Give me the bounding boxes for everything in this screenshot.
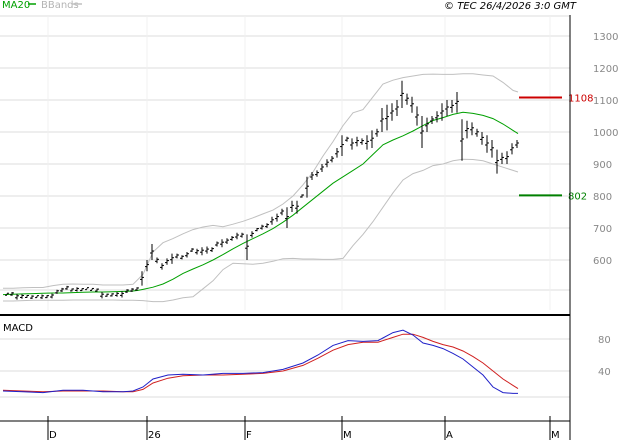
price-y-tick: 1100 — [593, 96, 618, 107]
price-panel: 600 700 800 900 1000 1100 1200 1300 1108 802 — [0, 15, 618, 310]
bbands-lower-line — [3, 158, 519, 303]
bbands-upper-line — [3, 73, 519, 289]
x-tick-label: 26 — [148, 430, 161, 440]
price-y-tick: 800 — [593, 192, 612, 203]
price-y-tick-labels: 600 700 800 900 1000 1100 1200 1300 — [593, 32, 618, 267]
price-y-tick: 900 — [593, 160, 612, 171]
macd-signal-line — [2, 333, 519, 393]
legend-ma20: MA20 — [2, 0, 30, 11]
support-resistance-levels: 1108 802 — [519, 93, 593, 202]
price-y-tick: 1300 — [593, 32, 618, 43]
copyright-text: © TEC 26/4/2026 3:0 GMT — [444, 1, 577, 12]
price-y-tick: 700 — [593, 224, 612, 235]
price-grid — [0, 15, 570, 310]
x-tick-label: A — [446, 430, 453, 440]
macd-label: MACD — [3, 323, 33, 334]
price-y-tick: 600 — [593, 256, 612, 267]
price-y-tick: 1000 — [593, 128, 618, 139]
ma20-line — [2, 111, 519, 296]
macd-y-tick: 80 — [598, 335, 611, 346]
macd-y-tick: 40 — [598, 367, 611, 378]
legend-bbands: BBands — [41, 0, 79, 11]
level-label: 1108 — [568, 93, 593, 104]
x-tick-label: M — [343, 430, 352, 440]
price-bars — [5, 80, 519, 300]
macd-panel: MACD 40 80 — [0, 323, 611, 398]
level-label: 802 — [568, 191, 587, 202]
price-y-tick: 1200 — [593, 64, 618, 75]
x-tick-label: M — [551, 430, 560, 440]
x-axis-labels: D 26 F M A M — [47, 416, 560, 440]
macd-grid — [0, 338, 570, 398]
macd-y-tick-labels: 40 80 — [598, 335, 611, 378]
x-tick-label: F — [246, 430, 252, 440]
macd-line — [2, 329, 518, 394]
x-tick-label: D — [49, 430, 57, 440]
